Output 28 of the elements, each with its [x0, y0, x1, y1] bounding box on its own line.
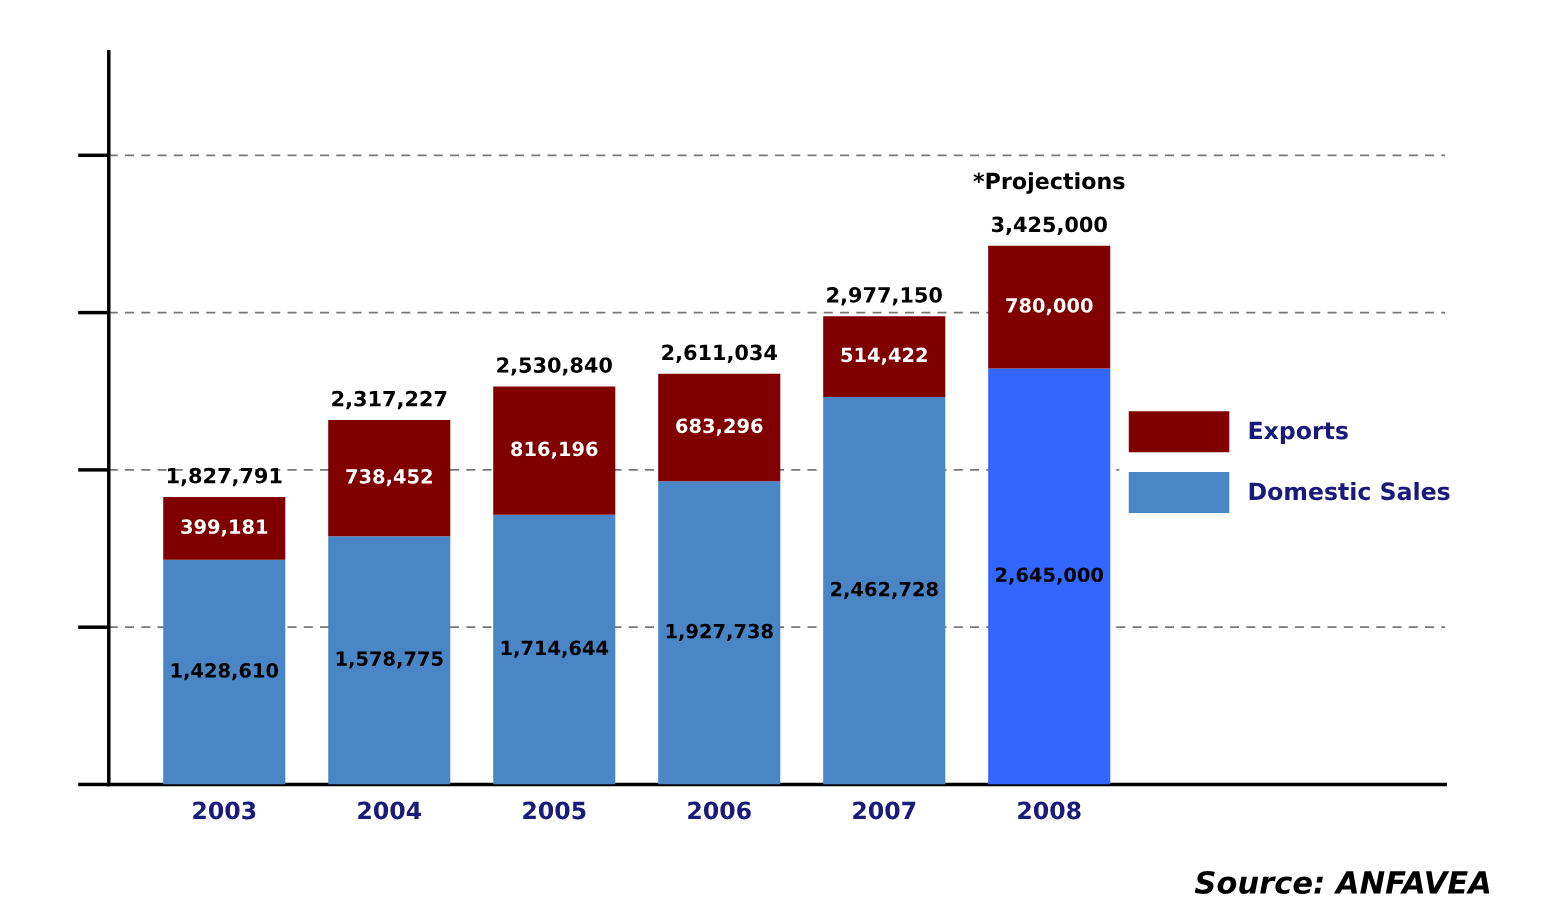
x-tick-label: 2006: [688, 801, 751, 820]
data-label: 1,714,644: [501, 640, 609, 658]
data-label: 514,422: [841, 347, 927, 365]
total-label: 2,317,227: [332, 390, 447, 410]
total-label: 2,977,150: [827, 286, 942, 306]
x-tick-label: 2003: [193, 801, 256, 820]
x-tick-label: 2004: [358, 801, 422, 820]
total-label: 2,611,034: [662, 344, 777, 363]
data-label: 738,452: [346, 469, 432, 487]
total-label: 1,827,791: [167, 467, 282, 487]
data-label: 399,181: [181, 519, 268, 537]
x-tick-label: 2008: [1018, 801, 1081, 820]
data-label: 2,645,000: [996, 567, 1104, 585]
source-note: Source: ANFAVEA: [1194, 870, 1490, 894]
legend-label: Exports: [1249, 421, 1348, 444]
data-label: 780,000: [1006, 298, 1093, 316]
x-tick-label: 2007: [853, 801, 916, 820]
data-label: 816,196: [511, 441, 598, 459]
annotation: *Projections: [973, 172, 1125, 194]
data-label: 1,428,610: [171, 663, 279, 681]
data-label: 2,462,728: [831, 581, 938, 599]
total-label: 3,425,000: [991, 216, 1107, 235]
legend-label: Domestic Sales: [1249, 481, 1450, 501]
total-label: 2,530,840: [497, 357, 612, 376]
x-tick-label: 2005: [523, 801, 586, 820]
data-label: 683,296: [676, 418, 763, 436]
data-label: 1,578,775: [336, 651, 443, 669]
data-label: 1,927,738: [666, 623, 773, 641]
